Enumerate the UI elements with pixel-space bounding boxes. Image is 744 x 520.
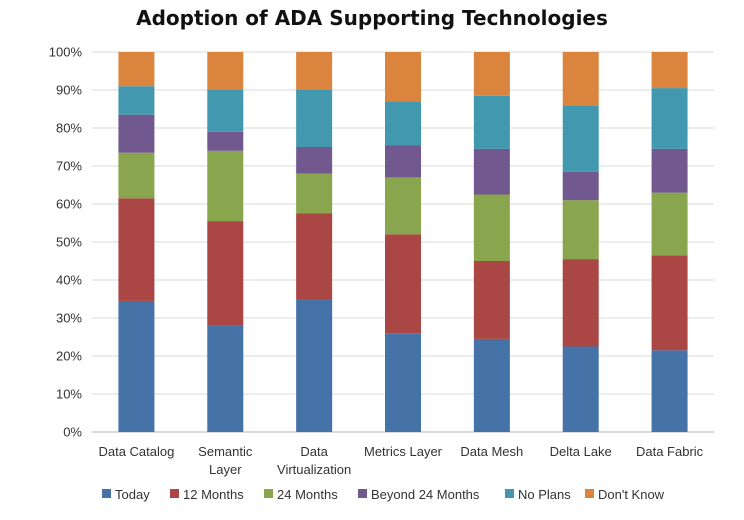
bar-segment-don-t-know — [207, 52, 244, 90]
bar-segment-beyond-24-months — [651, 148, 688, 193]
legend-swatch — [102, 489, 111, 498]
legend-label: Beyond 24 Months — [371, 487, 480, 502]
bar-segment-don-t-know — [651, 52, 688, 89]
y-axis-tick-labels: 0% 10% 20% 30% 40% 50% 60% 70% 80% 90% 100% — [49, 45, 83, 440]
x-category-label: Metrics Layer — [364, 444, 443, 459]
bar-segment-beyond-24-months — [296, 147, 333, 174]
bar-segment-no-plans — [562, 105, 599, 172]
bar-segment-today — [562, 346, 599, 432]
legend-swatch — [170, 489, 179, 498]
legend: Today 12 Months 24 Months Beyond 24 Months N… — [102, 487, 665, 502]
y-tick-label: 100% — [49, 45, 83, 60]
bar-segment-no-plans — [296, 90, 333, 147]
bar-segment-24-months — [473, 194, 510, 261]
x-category-label: Layer — [209, 462, 242, 477]
bar-segment-don-t-know — [562, 52, 599, 106]
x-category-label: Delta Lake — [550, 444, 612, 459]
bar-segment-24-months — [651, 192, 688, 256]
bar-segment-24-months — [562, 200, 599, 260]
y-tick-label: 30% — [56, 311, 82, 326]
bar-segment-don-t-know — [473, 52, 510, 96]
legend-swatch — [585, 489, 594, 498]
chart-title: Adoption of ADA Supporting Technologies — [136, 6, 608, 30]
bar-segment-beyond-24-months — [562, 171, 599, 201]
bar-segment-today — [473, 338, 510, 432]
bar-segment-beyond-24-months — [118, 114, 155, 153]
legend-label: No Plans — [518, 487, 571, 502]
x-category-label: Semantic — [198, 444, 253, 459]
bar-segment-beyond-24-months — [385, 145, 421, 178]
x-category-label: Data Mesh — [460, 444, 523, 459]
bar-stacks — [118, 52, 688, 432]
bar-segment-no-plans — [118, 86, 155, 115]
bar-segment-no-plans — [385, 101, 421, 146]
x-axis-category-labels: Data Catalog Semantic Layer Data Virtualizat… — [98, 444, 703, 477]
legend-label: Today — [115, 487, 150, 502]
bar-segment-no-plans — [651, 88, 688, 149]
legend-label: 12 Months — [183, 487, 244, 502]
bar-segment-beyond-24-months — [473, 148, 510, 195]
y-tick-label: 70% — [56, 159, 82, 174]
x-category-label: Data — [300, 444, 328, 459]
y-tick-label: 20% — [56, 349, 82, 364]
legend-swatch — [505, 489, 514, 498]
bar-segment-today — [296, 299, 333, 432]
bar-segment-today — [207, 325, 244, 432]
bar-segment-12-months — [473, 261, 510, 339]
bar-segment-today — [118, 300, 155, 432]
bar-segment-don-t-know — [296, 52, 333, 90]
bar-segment-today — [651, 350, 688, 432]
y-tick-label: 80% — [56, 121, 82, 136]
bar-segment-12-months — [118, 198, 155, 301]
bar-segment-don-t-know — [118, 52, 155, 87]
bar-segment-don-t-know — [385, 52, 421, 102]
legend-swatch — [358, 489, 367, 498]
legend-label: Don't Know — [598, 487, 665, 502]
bar-segment-24-months — [118, 152, 155, 199]
bar-segment-12-months — [651, 255, 688, 351]
y-tick-label: 90% — [56, 83, 82, 98]
x-category-label: Data Catalog — [98, 444, 174, 459]
bar-segment-beyond-24-months — [207, 131, 244, 151]
y-tick-label: 10% — [56, 387, 82, 402]
y-tick-label: 60% — [56, 197, 82, 212]
bar-segment-no-plans — [473, 95, 510, 149]
bar-segment-12-months — [562, 259, 599, 347]
x-category-label: Data Fabric — [636, 444, 704, 459]
bar-segment-12-months — [207, 221, 244, 326]
bar-segment-24-months — [296, 173, 333, 214]
x-category-label: Virtualization — [277, 462, 351, 477]
bar-segment-24-months — [385, 177, 421, 235]
y-tick-label: 50% — [56, 235, 82, 250]
bar-segment-today — [385, 333, 421, 432]
bar-segment-12-months — [296, 213, 333, 299]
legend-label: 24 Months — [277, 487, 338, 502]
legend-swatch — [264, 489, 273, 498]
y-tick-label: 40% — [56, 273, 82, 288]
y-tick-label: 0% — [63, 425, 82, 440]
bar-segment-no-plans — [207, 90, 244, 132]
bar-segment-12-months — [385, 234, 421, 334]
bar-segment-24-months — [207, 150, 244, 222]
